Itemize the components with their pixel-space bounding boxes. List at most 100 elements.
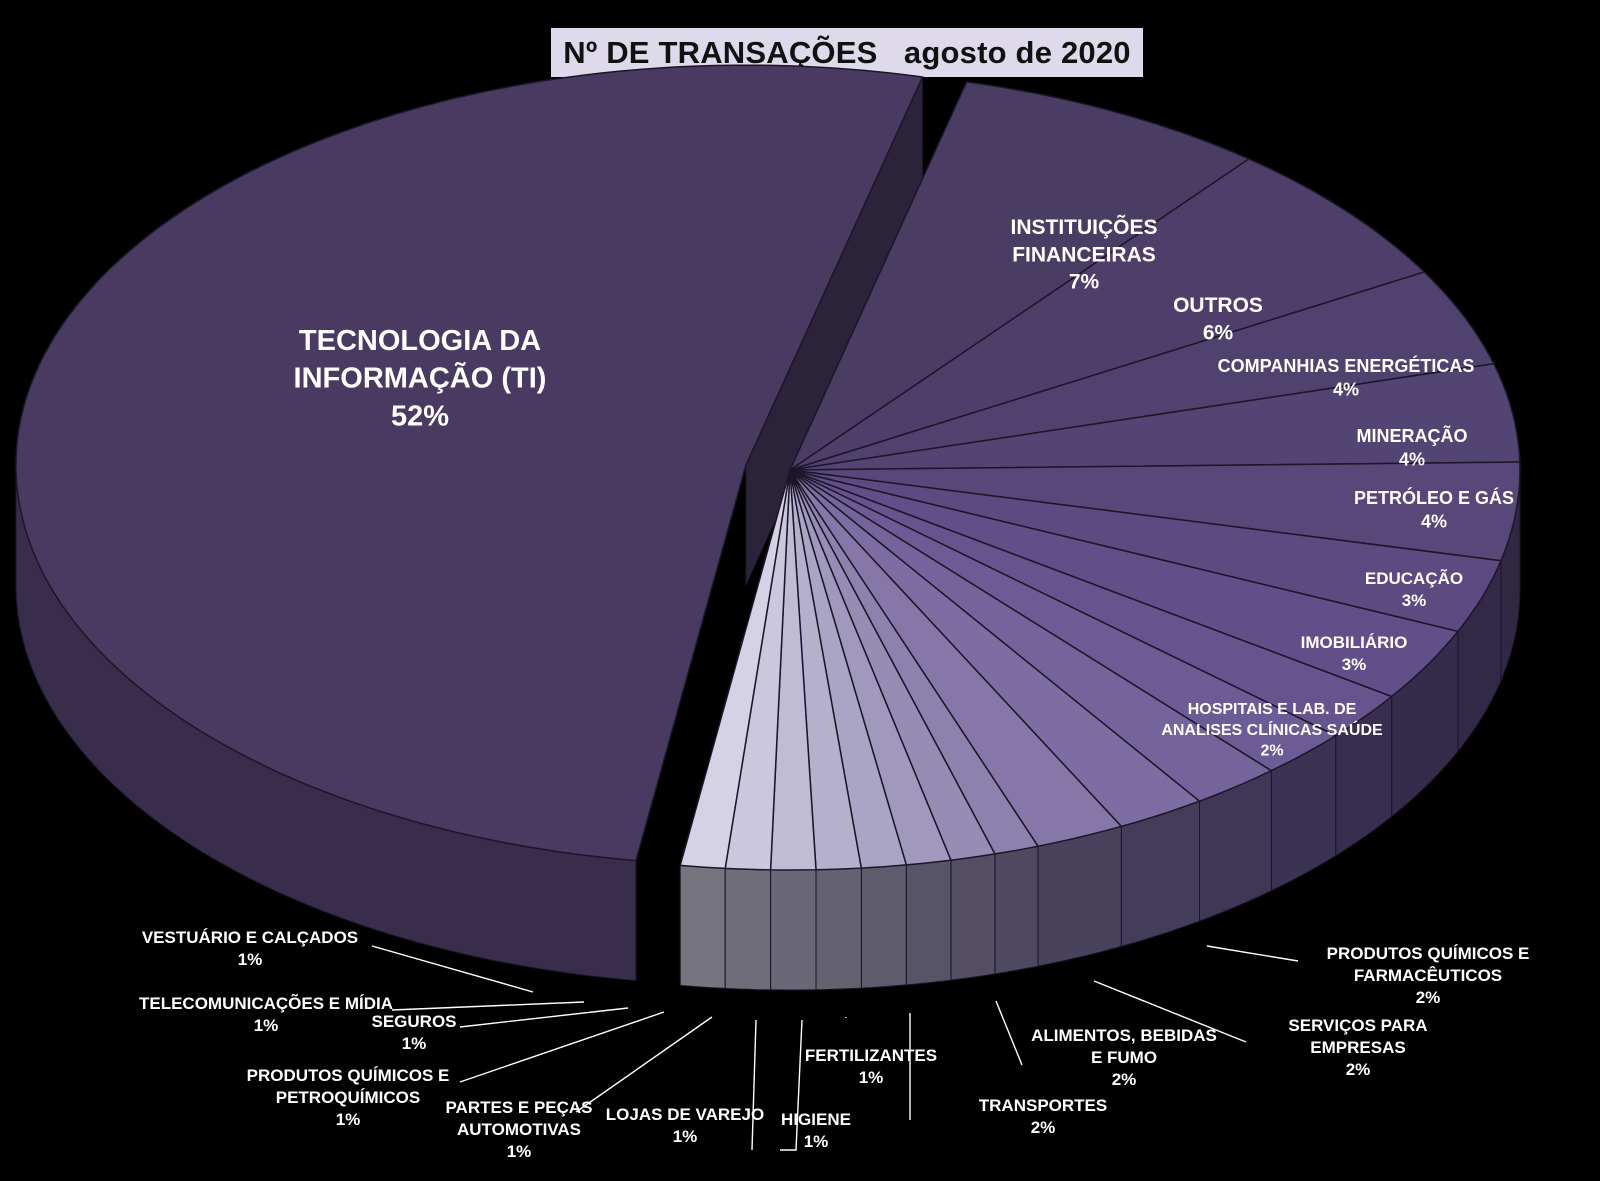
pie-label-value: 6% xyxy=(1203,321,1234,344)
pie-leader-lines xyxy=(371,945,1299,1151)
pie-label-value: 2% xyxy=(1031,1118,1056,1137)
pie-leader-line xyxy=(371,945,534,993)
pie-label-value: 1% xyxy=(336,1110,361,1129)
pie-label-name: TECNOLOGIA DA xyxy=(299,325,541,357)
pie-label-name: INFORMAÇÃO (TI) xyxy=(294,361,547,395)
pie-label-name: AUTOMOTIVAS xyxy=(457,1120,581,1139)
pie-leader-line xyxy=(1093,980,1247,1043)
pie-slice xyxy=(789,158,1426,471)
pie-label: PETRÓLEO E GÁS 4% xyxy=(1354,487,1514,531)
pie-label: TECNOLOGIA DA INFORMAÇÃO (TI) 52% xyxy=(294,325,547,432)
pie-label-value: 1% xyxy=(254,1016,279,1035)
pie-label-name: TRANSPORTES xyxy=(979,1096,1107,1115)
pie-label-name: HIGIENE xyxy=(781,1110,851,1129)
pie-label-name: PARTES E PEÇAS xyxy=(445,1098,592,1117)
pie-label-name: SEGUROS xyxy=(371,1012,456,1031)
pie-label-value: 1% xyxy=(507,1142,532,1161)
pie-label: TELECOMUNICAÇÕES E MÍDIA 1% xyxy=(139,993,393,1035)
pie-label-value: 2% xyxy=(1260,743,1283,760)
pie-slice xyxy=(789,271,1495,471)
pie-label-name: ANALISES CLÍNICAS SAÚDE xyxy=(1161,720,1383,739)
pie-label-name: PRODUTOS QUÍMICOS E xyxy=(1327,944,1530,963)
pie-label: ALIMENTOS, BEBIDAS E FUMO 2% xyxy=(1031,1026,1217,1089)
pie-slice-side xyxy=(994,845,1039,975)
pie-label-value: 1% xyxy=(859,1068,884,1087)
pie-label: TRANSPORTES 2% xyxy=(979,1096,1107,1137)
pie-label-name: VESTUÁRIO E CALÇADOS xyxy=(142,928,358,947)
pie-label: SEGUROS 1% xyxy=(371,1012,456,1053)
pie-label: COMPANHIAS ENERGÉTICAS 4% xyxy=(1218,355,1475,399)
pie-label: VESTUÁRIO E CALÇADOS 1% xyxy=(142,928,358,969)
pie-label-name: FINANCEIRAS xyxy=(1012,243,1156,266)
pie-label-value: 1% xyxy=(402,1034,427,1053)
pie-slice-side xyxy=(770,869,817,991)
pie-label-name: EDUCAÇÃO xyxy=(1365,568,1463,588)
pie-slice-side xyxy=(724,867,772,991)
pie-slice xyxy=(789,469,1460,698)
pie-label: FERTILIZANTES 1% xyxy=(805,1046,937,1087)
pie-label-value: 7% xyxy=(1069,271,1100,294)
pie-slice xyxy=(789,469,1273,803)
pie-label-name: TELECOMUNICAÇÕES E MÍDIA xyxy=(139,993,393,1013)
pie-label-value: 2% xyxy=(1416,988,1441,1007)
pie-label: SERVIÇOS PARA EMPRESAS 2% xyxy=(1288,1016,1427,1079)
pie-label: PARTES E PEÇAS AUTOMOTIVAS 1% xyxy=(445,1098,592,1161)
pie-label-name: COMPANHIAS ENERGÉTICAS xyxy=(1218,355,1475,376)
pie-label-value: 4% xyxy=(1399,449,1425,469)
pie-slice-side xyxy=(950,853,996,981)
pie-label-name: SERVIÇOS PARA xyxy=(1288,1016,1427,1035)
pie-slice xyxy=(789,469,1202,828)
pie-leader-line xyxy=(751,1019,757,1151)
pie-leader-line xyxy=(459,1011,665,1083)
pie-label-name: FERTILIZANTES xyxy=(805,1046,937,1065)
pie-label-value: 4% xyxy=(1421,511,1447,531)
pie-label-name: HOSPITAIS E LAB. DE xyxy=(1188,701,1357,718)
pie-leader-line xyxy=(459,1007,629,1028)
pie-label: OUTROS 6% xyxy=(1173,294,1263,344)
pie-label-name: INSTITUIÇÕES xyxy=(1010,215,1157,239)
pie-tops xyxy=(15,64,1521,871)
pie-label-name: OUTROS xyxy=(1173,294,1263,317)
pie-label-value: 2% xyxy=(1346,1060,1371,1079)
pie-label-value: 1% xyxy=(673,1127,698,1146)
pie-leader-line xyxy=(995,1000,1023,1066)
pie-label: IMOBILIÁRIO 3% xyxy=(1301,633,1408,674)
pie-label-value: 4% xyxy=(1333,379,1359,399)
pie-label-name: EMPRESAS xyxy=(1310,1038,1405,1057)
pie-label-name: LOJAS DE VAREJO xyxy=(606,1105,764,1124)
pie-label: PRODUTOS QUÍMICOS E FARMACÊUTICOS 2% xyxy=(1327,944,1530,1007)
pie-label-name: PETRÓLEO E GÁS xyxy=(1354,487,1514,508)
pie-slice xyxy=(679,469,791,870)
pie-label-name: FARMACÊUTICOS xyxy=(1354,966,1502,985)
pie-labels: TECNOLOGIA DA INFORMAÇÃO (TI) 52% INSTITUIÇ… xyxy=(139,215,1529,1161)
pie-label-value: 3% xyxy=(1342,655,1367,674)
pie-label: HIGIENE 1% xyxy=(781,1110,851,1151)
pie-label-value: 52% xyxy=(391,400,449,432)
pie-leader-line xyxy=(575,1016,713,1113)
pie-label-value: 1% xyxy=(238,950,263,969)
pie-slice-side xyxy=(679,864,726,989)
pie-slice xyxy=(789,469,1338,772)
pie-label-name: IMOBILIÁRIO xyxy=(1301,633,1408,652)
pie-label: MINERAÇÃO 4% xyxy=(1357,425,1468,469)
pie-slice xyxy=(789,461,1521,562)
pie-slice-side xyxy=(815,867,862,991)
pie-slice xyxy=(15,64,924,862)
pie-slice xyxy=(789,469,1503,633)
pie-label-value: 3% xyxy=(1402,591,1427,610)
pie-label: PRODUTOS QUÍMICOS E PETROQUÍMICOS 1% xyxy=(247,1066,450,1129)
pie-slice-side xyxy=(860,864,907,989)
pie-label: LOJAS DE VAREJO 1% xyxy=(606,1105,764,1146)
pie-label: EDUCAÇÃO 3% xyxy=(1365,568,1463,610)
pie-slice xyxy=(789,469,1123,848)
pie-label-name: PETROQUÍMICOS xyxy=(276,1088,421,1107)
pie-slice xyxy=(789,469,1394,737)
pie-slice-side xyxy=(1037,825,1122,967)
pie-slice xyxy=(789,362,1521,471)
chart-title: Nº DE TRANSAÇÕES agosto de 2020 xyxy=(551,28,1143,77)
pie-leader-line xyxy=(391,1001,585,1011)
pie-label: HOSPITAIS E LAB. DE ANALISES CLÍNICAS SAÚ… xyxy=(1161,701,1383,760)
pie-label: INSTITUIÇÕES FINANCEIRAS 7% xyxy=(1010,215,1157,294)
pie-leader-line xyxy=(1206,945,1299,962)
pie-label-value: 1% xyxy=(804,1132,829,1151)
